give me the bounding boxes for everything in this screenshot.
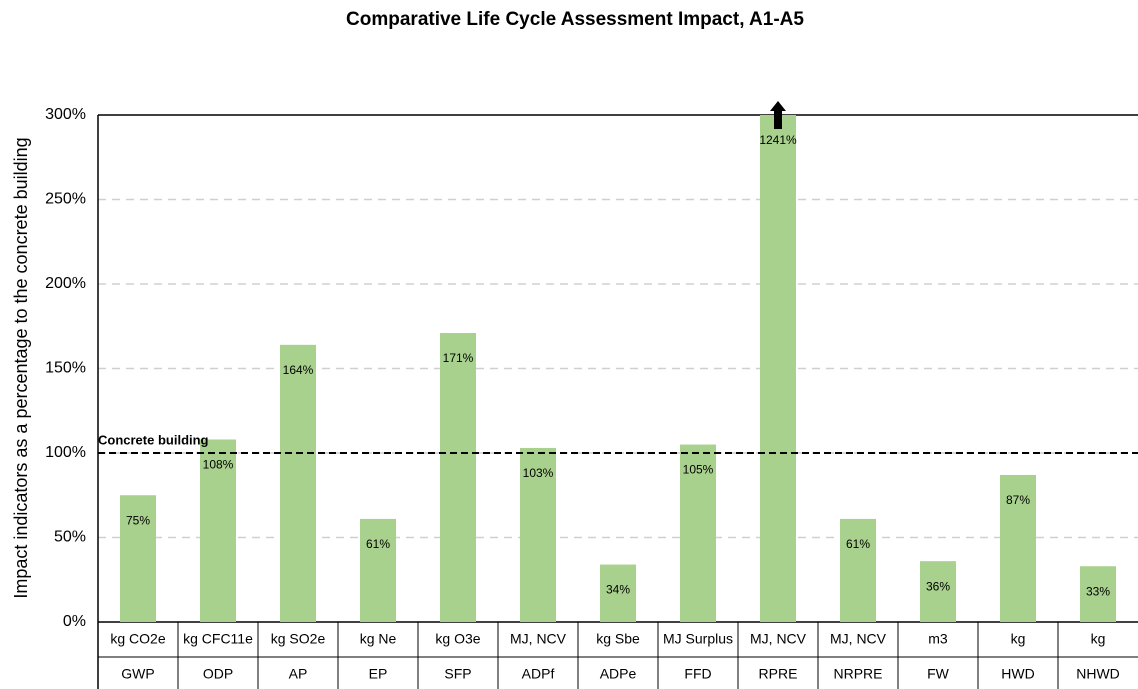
data-label: 34% [606, 583, 630, 597]
x-tick-label: SFP [444, 666, 471, 682]
overflow-arrow [770, 101, 786, 129]
x-unit-label: MJ, NCV [830, 631, 887, 647]
x-unit-label: kg O3e [435, 631, 480, 647]
data-label: 75% [126, 513, 150, 527]
y-tick-label: 250% [45, 191, 86, 208]
x-unit-label: m3 [928, 631, 948, 647]
x-unit-label: kg CO2e [110, 631, 165, 647]
x-unit-label: MJ, NCV [750, 631, 807, 647]
y-tick-label: 0% [63, 613, 86, 630]
x-tick-label: EP [369, 666, 388, 682]
data-label: 108% [203, 458, 234, 472]
bar [120, 495, 156, 622]
x-unit-label: MJ, NCV [510, 631, 567, 647]
x-unit-label: kg [1091, 631, 1106, 647]
data-label: 36% [926, 579, 950, 593]
x-unit-label: kg Ne [360, 631, 397, 647]
data-label: 171% [443, 351, 474, 365]
x-tick-label: ADPe [600, 666, 637, 682]
plot-area [120, 115, 1116, 622]
data-label: 164% [283, 363, 314, 377]
data-label: 33% [1086, 584, 1110, 598]
y-tick-label: 150% [45, 360, 86, 377]
bar [280, 344, 316, 622]
x-tick-label: NRPRE [833, 666, 882, 682]
x-unit-label: kg [1011, 631, 1026, 647]
y-tick-label: 300% [45, 106, 86, 123]
x-tick-label: NHWD [1076, 666, 1120, 682]
y-axis-title: Impact indicators as a percentage to the… [11, 137, 31, 598]
x-unit-label: kg Sbe [596, 631, 640, 647]
x-tick-label: ODP [203, 666, 233, 682]
data-label: 105% [683, 463, 714, 477]
bar [360, 518, 396, 622]
bar [1080, 566, 1116, 622]
x-tick-label: FFD [684, 666, 711, 682]
x-tick-label: AP [289, 666, 308, 682]
data-label: 61% [846, 537, 870, 551]
y-tick-label: 50% [54, 529, 86, 546]
x-tick-label: GWP [121, 666, 154, 682]
reference-label: Concrete building [98, 432, 209, 447]
bar [600, 564, 636, 622]
x-tick-label: ADPf [522, 666, 555, 682]
bar [200, 439, 236, 622]
bar [840, 518, 876, 622]
bar [520, 447, 556, 622]
x-tick-label: RPRE [759, 666, 798, 682]
data-label: 61% [366, 537, 390, 551]
data-label: 1241% [759, 133, 797, 147]
x-unit-label: MJ Surplus [663, 631, 733, 647]
data-label: 103% [523, 466, 554, 480]
bar [920, 561, 956, 622]
bar [760, 115, 796, 622]
y-tick-label: 200% [45, 275, 86, 292]
chart-title: Comparative Life Cycle Assessment Impact… [346, 9, 804, 30]
x-unit-label: kg SO2e [271, 631, 326, 647]
bar [440, 333, 476, 622]
x-unit-label: kg CFC11e [183, 631, 253, 647]
bar [680, 444, 716, 622]
y-tick-label: 100% [45, 444, 86, 461]
x-tick-label: FW [927, 666, 950, 682]
data-label: 87% [1006, 493, 1030, 507]
x-tick-label: HWD [1001, 666, 1034, 682]
bar [1000, 474, 1036, 622]
